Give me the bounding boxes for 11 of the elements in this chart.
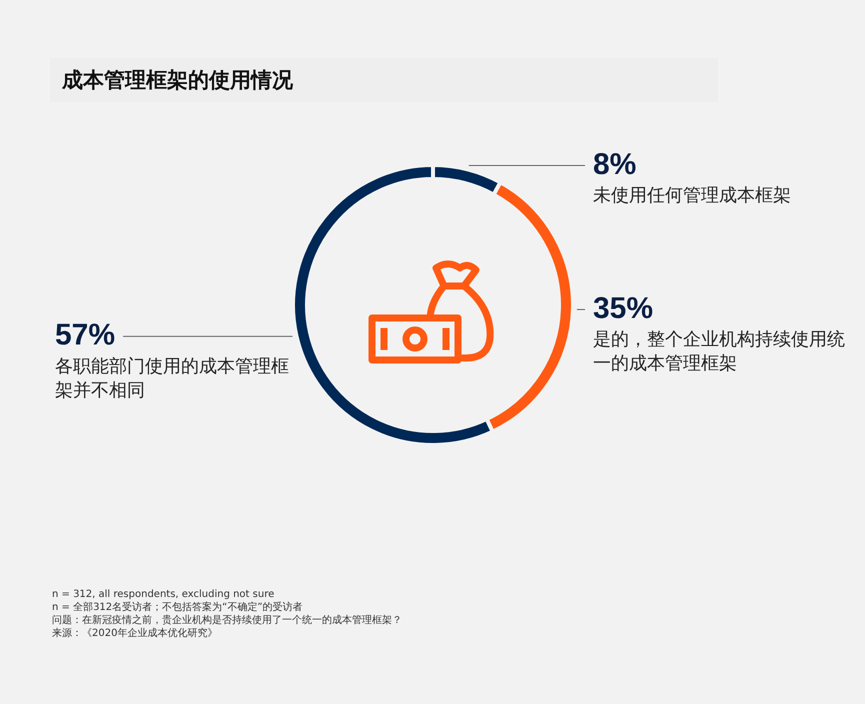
slice-label: 是的，整个企业机构持续使用统一的成本管理框架 [593, 329, 845, 374]
text: n = 全部312名受访者；不包括答案为“不确定”的受访者 [52, 601, 304, 614]
data-label: 8% [593, 148, 636, 181]
slice-label: 未使用任何管理成本框架 [593, 185, 791, 206]
source-note: 来源：《2020年企业成本优化研究》 [52, 627, 218, 640]
data-label: 57% [55, 318, 116, 352]
data-label: 35% [593, 292, 654, 325]
text: n = 312, all respondents, excluding not sure [52, 588, 276, 601]
text: 问题：在新冠疫情之前，贵企业机构是否持续使用了一个统一的成本管理框架？ [52, 614, 402, 627]
slice-label: 各职能部门使用的成本管理框架并不相同 [55, 356, 289, 402]
chart-title: 成本管理框架的使用情况 [50, 58, 718, 102]
